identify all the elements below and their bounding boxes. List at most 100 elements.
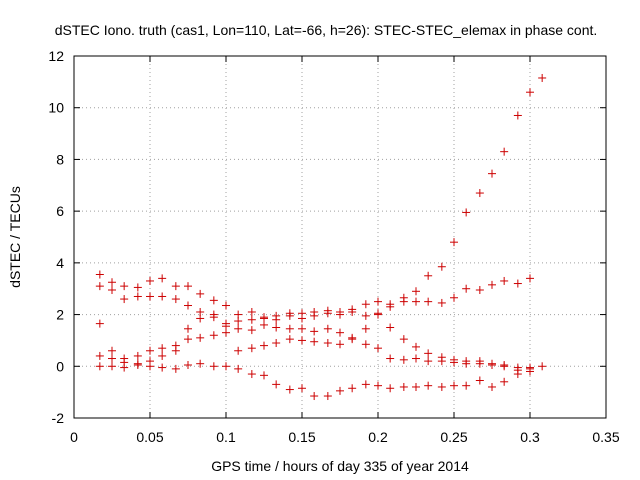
data-point xyxy=(184,324,192,333)
data-point xyxy=(184,360,192,369)
data-point xyxy=(247,315,256,324)
data-point xyxy=(348,335,357,344)
data-point xyxy=(310,337,319,346)
data-point xyxy=(424,357,433,366)
y-tick-label: 6 xyxy=(56,203,64,219)
data-point xyxy=(361,340,370,349)
data-point xyxy=(310,392,319,401)
data-point xyxy=(450,355,458,364)
data-point xyxy=(424,381,433,390)
data-point xyxy=(146,362,154,371)
data-point xyxy=(526,88,534,97)
data-point xyxy=(336,328,344,337)
data-point xyxy=(462,381,471,390)
data-point xyxy=(133,283,142,292)
data-point xyxy=(361,311,370,320)
data-point xyxy=(488,280,496,289)
data-point xyxy=(500,276,509,285)
data-point xyxy=(526,274,534,283)
data-point xyxy=(386,384,395,393)
data-point xyxy=(374,297,382,306)
y-tick-label: 12 xyxy=(48,48,64,64)
data-point xyxy=(196,333,205,342)
data-point xyxy=(399,382,408,391)
data-point xyxy=(336,386,344,395)
data-point xyxy=(526,367,534,376)
data-point xyxy=(437,357,446,366)
data-point xyxy=(361,324,370,333)
data-point xyxy=(475,286,484,295)
data-point xyxy=(298,324,306,333)
data-point xyxy=(234,324,243,333)
x-tick-label: 0.15 xyxy=(288,429,315,445)
data-point xyxy=(513,279,522,288)
ticks xyxy=(73,55,607,419)
data-point xyxy=(386,354,395,363)
data-point xyxy=(374,310,382,319)
data-point xyxy=(272,323,281,332)
data-point xyxy=(437,298,446,307)
data-point xyxy=(437,262,446,271)
data-point xyxy=(260,371,268,380)
grid xyxy=(74,56,606,418)
data-point xyxy=(158,344,167,353)
y-tick-label: 10 xyxy=(48,100,64,116)
data-point xyxy=(298,384,306,393)
data-point xyxy=(412,287,420,296)
data-point xyxy=(95,282,104,291)
data-point xyxy=(513,370,522,379)
data-point xyxy=(120,282,129,291)
data-point xyxy=(488,360,496,369)
data-point xyxy=(298,336,306,345)
data-point xyxy=(108,362,116,371)
data-point xyxy=(158,363,167,372)
data-point xyxy=(171,346,180,355)
data-point xyxy=(538,362,547,371)
data-point xyxy=(500,362,509,371)
data-point xyxy=(323,392,332,401)
data-point xyxy=(158,292,167,301)
x-tick-label: 0.1 xyxy=(216,429,236,445)
data-point xyxy=(399,355,408,364)
data-point xyxy=(146,276,154,285)
data-point xyxy=(272,339,281,348)
data-point xyxy=(133,360,142,369)
data-point xyxy=(247,326,256,335)
y-tick-label: 2 xyxy=(56,307,64,323)
data-point xyxy=(108,354,116,363)
data-point xyxy=(222,322,230,331)
data-point xyxy=(247,370,256,379)
x-tick-label: 0 xyxy=(70,429,78,445)
data-point xyxy=(462,359,471,368)
data-point xyxy=(272,315,281,324)
data-point xyxy=(374,381,382,390)
data-point xyxy=(247,344,256,353)
data-point xyxy=(260,320,268,329)
data-point xyxy=(158,351,167,360)
data-point xyxy=(234,364,243,373)
data-point xyxy=(95,351,104,360)
data-point xyxy=(222,362,230,371)
y-tick-label: 4 xyxy=(56,255,64,271)
data-point xyxy=(260,341,268,350)
x-tick-label: 0.05 xyxy=(136,429,163,445)
data-point xyxy=(95,319,104,328)
data-point xyxy=(298,314,306,323)
y-axis-label: dSTEC / TECUs xyxy=(7,186,23,288)
data-point xyxy=(323,309,332,318)
x-axis-label: GPS time / hours of day 335 of year 2014 xyxy=(211,458,469,474)
data-point xyxy=(234,317,243,326)
data-point xyxy=(500,377,509,386)
data-point xyxy=(196,359,205,368)
data-point xyxy=(412,382,420,391)
data-point xyxy=(450,293,458,302)
data-point xyxy=(310,327,319,336)
x-tick-label: 0.25 xyxy=(440,429,467,445)
data-point xyxy=(158,274,167,283)
data-point xyxy=(424,297,433,306)
data-point xyxy=(323,324,332,333)
data-point xyxy=(475,376,484,385)
data-point xyxy=(424,349,433,358)
data-point xyxy=(133,351,142,360)
